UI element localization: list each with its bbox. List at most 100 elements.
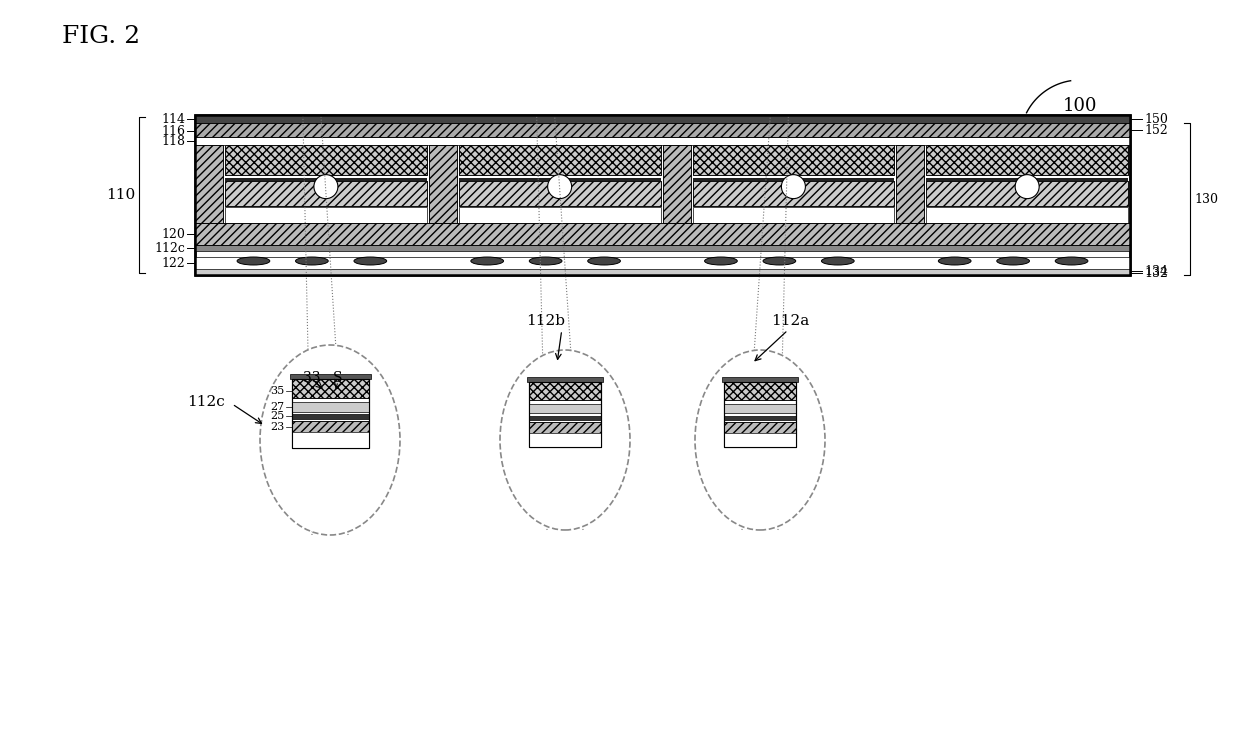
Bar: [195, 145, 223, 223]
Bar: [289, 373, 371, 379]
Bar: [291, 415, 368, 419]
Bar: [926, 181, 1128, 206]
Text: 100: 100: [1063, 97, 1097, 115]
Bar: [195, 137, 1130, 145]
Bar: [459, 181, 661, 206]
Bar: [291, 421, 368, 432]
Bar: [224, 207, 427, 223]
Text: 112c: 112c: [187, 395, 224, 409]
Bar: [897, 145, 924, 223]
Bar: [662, 145, 691, 223]
Text: FIG. 2: FIG. 2: [62, 25, 140, 48]
Bar: [529, 422, 600, 433]
Bar: [195, 145, 223, 223]
Bar: [224, 181, 427, 206]
Bar: [291, 379, 368, 448]
Bar: [224, 181, 427, 206]
Text: 120: 120: [161, 228, 185, 240]
Ellipse shape: [353, 257, 387, 265]
Bar: [195, 123, 1130, 137]
Bar: [459, 145, 661, 175]
Bar: [195, 115, 1130, 123]
Bar: [429, 145, 456, 223]
Ellipse shape: [704, 257, 738, 265]
Ellipse shape: [939, 257, 971, 265]
Bar: [926, 145, 1128, 223]
Bar: [722, 377, 797, 382]
Bar: [529, 416, 600, 420]
Ellipse shape: [500, 350, 630, 530]
Bar: [926, 178, 1128, 181]
Bar: [693, 145, 894, 223]
Bar: [529, 382, 600, 447]
Text: 112b: 112b: [526, 314, 565, 328]
Ellipse shape: [694, 350, 825, 530]
Bar: [195, 115, 1130, 275]
Bar: [724, 382, 796, 447]
Bar: [926, 145, 1128, 175]
Bar: [724, 404, 796, 413]
Bar: [529, 382, 600, 401]
Bar: [693, 145, 894, 175]
Text: 132: 132: [1145, 267, 1168, 279]
Ellipse shape: [295, 257, 329, 265]
Bar: [459, 145, 661, 175]
Bar: [529, 382, 600, 401]
Bar: [195, 115, 1130, 275]
Text: 23: 23: [270, 422, 284, 431]
Bar: [693, 178, 894, 181]
Bar: [224, 145, 427, 175]
Bar: [291, 379, 368, 398]
Ellipse shape: [588, 257, 620, 265]
Text: 116: 116: [161, 125, 185, 138]
Bar: [195, 269, 1130, 275]
Bar: [195, 245, 1130, 251]
Bar: [693, 181, 894, 206]
Bar: [926, 145, 1128, 175]
Text: 152: 152: [1145, 123, 1168, 137]
Bar: [529, 404, 600, 413]
Text: 150: 150: [1145, 112, 1168, 126]
Bar: [291, 421, 368, 432]
Text: 27: 27: [270, 402, 284, 412]
Text: 25: 25: [270, 412, 284, 421]
Bar: [291, 402, 368, 412]
Circle shape: [548, 175, 572, 198]
Bar: [926, 207, 1128, 223]
Bar: [724, 382, 796, 401]
Bar: [724, 422, 796, 433]
Text: 33: 33: [304, 371, 321, 385]
Bar: [459, 207, 661, 223]
Text: 122: 122: [161, 257, 185, 270]
Circle shape: [314, 175, 337, 198]
Bar: [195, 223, 1130, 245]
Ellipse shape: [821, 257, 854, 265]
Text: 130: 130: [1194, 193, 1218, 206]
Bar: [724, 433, 796, 447]
Bar: [291, 379, 368, 398]
Text: 112c: 112c: [154, 242, 185, 254]
Text: 118: 118: [161, 135, 185, 148]
Ellipse shape: [260, 345, 401, 535]
Circle shape: [1016, 175, 1039, 198]
Text: 35: 35: [270, 386, 284, 395]
Text: 110: 110: [105, 188, 135, 202]
Bar: [897, 145, 924, 223]
Bar: [459, 181, 661, 206]
Ellipse shape: [763, 257, 796, 265]
Bar: [529, 382, 600, 447]
Ellipse shape: [997, 257, 1029, 265]
Ellipse shape: [529, 257, 562, 265]
Bar: [724, 416, 796, 420]
Bar: [693, 145, 894, 175]
Bar: [224, 145, 427, 175]
Bar: [926, 181, 1128, 206]
Bar: [429, 145, 456, 223]
Text: 114: 114: [161, 112, 185, 126]
Ellipse shape: [1055, 257, 1087, 265]
Ellipse shape: [237, 257, 270, 265]
Bar: [459, 145, 661, 223]
Bar: [724, 422, 796, 433]
Bar: [529, 433, 600, 447]
Bar: [724, 382, 796, 401]
